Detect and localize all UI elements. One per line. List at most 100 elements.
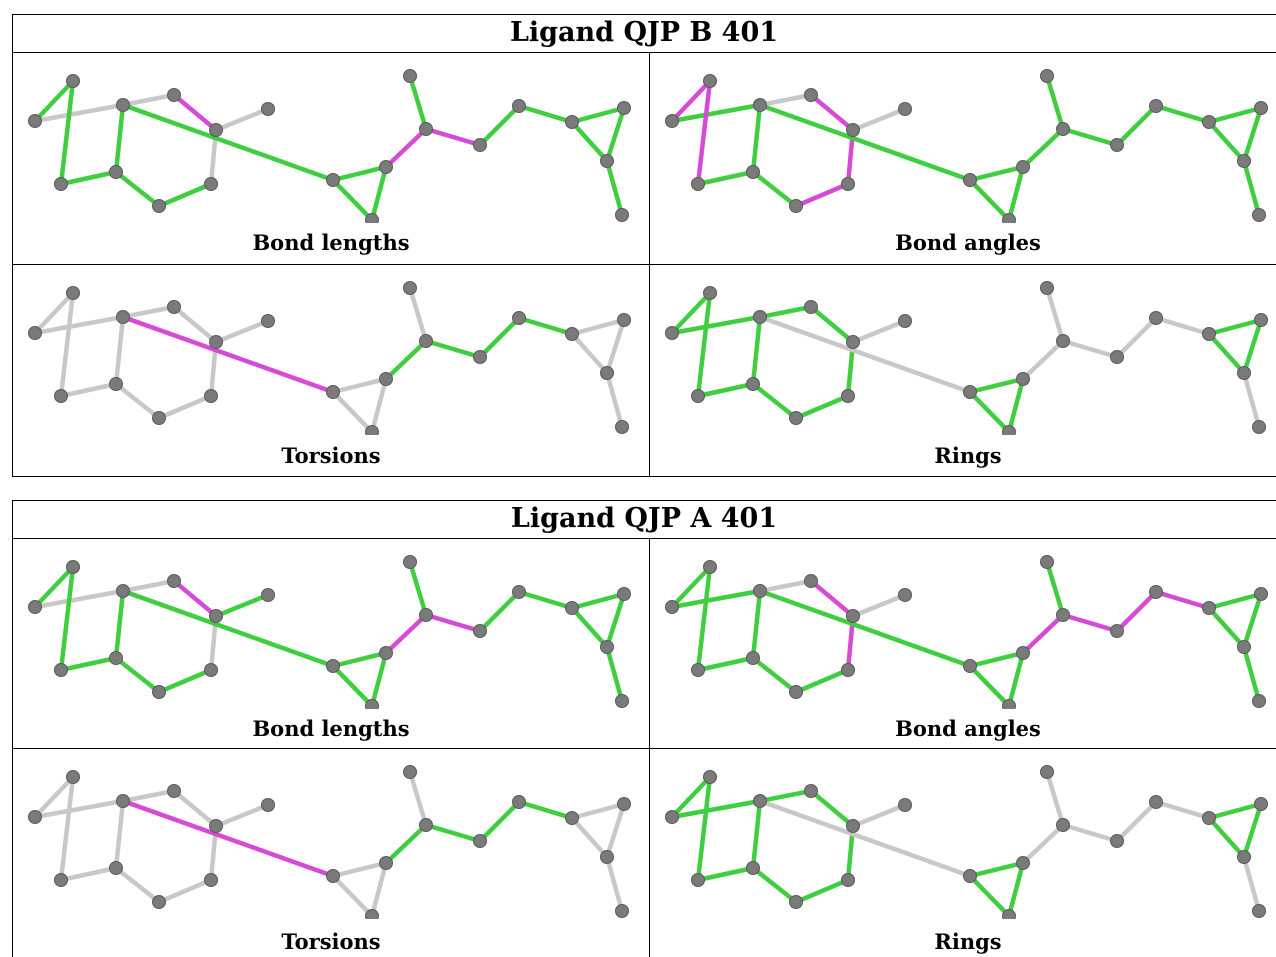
panel-caption: Torsions bbox=[281, 443, 381, 468]
bond-10-12 bbox=[967, 389, 1012, 435]
bond-9-4 bbox=[113, 381, 162, 421]
bond-15-16 bbox=[477, 589, 522, 634]
bond-2-4 bbox=[750, 798, 763, 871]
atom-5 bbox=[167, 574, 181, 588]
atom-9 bbox=[152, 685, 166, 699]
atom-18 bbox=[617, 587, 631, 601]
atom-13 bbox=[419, 334, 433, 348]
atom-10 bbox=[963, 173, 977, 187]
bond-5-6 bbox=[171, 578, 219, 619]
panel-torsions bbox=[13, 749, 649, 919]
atom-19 bbox=[1237, 366, 1251, 380]
title-divider bbox=[12, 52, 1276, 53]
atom-6 bbox=[846, 819, 860, 833]
atom-20 bbox=[615, 904, 629, 918]
bond-2-5 bbox=[120, 788, 177, 804]
bond-10-11 bbox=[967, 376, 1026, 395]
bond-5-6 bbox=[808, 578, 856, 619]
atom-1 bbox=[28, 810, 42, 824]
atom-6 bbox=[209, 819, 223, 833]
bond-11-13 bbox=[1020, 822, 1066, 866]
bond-6-7 bbox=[213, 318, 271, 345]
atom-8 bbox=[204, 873, 218, 887]
bond-1-2 bbox=[32, 314, 126, 336]
bond-6-7 bbox=[850, 802, 908, 829]
atom-6 bbox=[846, 335, 860, 349]
block-title: Ligand QJP A 401 bbox=[510, 503, 778, 534]
atom-8 bbox=[204, 389, 218, 403]
atom-19 bbox=[600, 154, 614, 168]
bond-15-16 bbox=[477, 799, 522, 844]
bond-13-14 bbox=[1044, 769, 1066, 828]
bond-18-19 bbox=[1241, 591, 1264, 650]
atom-14 bbox=[403, 765, 417, 779]
atom-20 bbox=[1252, 694, 1266, 708]
atom-15 bbox=[1110, 834, 1124, 848]
atom-3 bbox=[691, 177, 705, 191]
molecule-diagram bbox=[28, 555, 631, 709]
bond-6-7 bbox=[850, 106, 908, 133]
bond-0-1 bbox=[32, 290, 76, 336]
bond-2-10 bbox=[120, 588, 336, 669]
bond-11-13 bbox=[383, 126, 429, 170]
bond-4-3 bbox=[695, 169, 756, 187]
atom-15 bbox=[1110, 350, 1124, 364]
bond-2-5 bbox=[757, 578, 814, 594]
bond-17-19 bbox=[1206, 331, 1247, 376]
bond-11-13 bbox=[1020, 338, 1066, 382]
bond-19-20 bbox=[1241, 158, 1262, 218]
bond-10-12 bbox=[967, 663, 1012, 709]
atom-18 bbox=[1254, 101, 1268, 115]
bond-10-12 bbox=[967, 177, 1012, 223]
atom-17 bbox=[1202, 811, 1216, 825]
atom-9 bbox=[789, 199, 803, 213]
bond-10-11 bbox=[330, 860, 389, 879]
atom-7 bbox=[261, 798, 275, 812]
panel-caption: Rings bbox=[934, 443, 1002, 468]
bond-17-18 bbox=[569, 317, 627, 337]
bond-1-2 bbox=[669, 102, 763, 124]
bond-1-2 bbox=[32, 798, 126, 820]
bond-5-6 bbox=[171, 304, 219, 345]
bond-9-4 bbox=[750, 169, 799, 209]
atom-0 bbox=[703, 770, 717, 784]
bond-3-0 bbox=[695, 290, 713, 399]
atom-6 bbox=[209, 335, 223, 349]
panel-rings bbox=[650, 265, 1276, 435]
atom-17 bbox=[1202, 601, 1216, 615]
bond-2-10 bbox=[120, 798, 336, 879]
bond-4-3 bbox=[58, 381, 119, 399]
bond-15-16 bbox=[1114, 589, 1159, 634]
bond-3-0 bbox=[58, 78, 76, 187]
bond-13-15 bbox=[423, 822, 483, 844]
atom-10 bbox=[326, 659, 340, 673]
panel-caption: Bond angles bbox=[895, 716, 1041, 741]
bond-17-19 bbox=[569, 119, 610, 164]
atom-15 bbox=[473, 350, 487, 364]
atom-10 bbox=[326, 173, 340, 187]
bond-10-12 bbox=[330, 389, 375, 435]
bond-8-9 bbox=[793, 393, 851, 421]
atom-4 bbox=[109, 651, 123, 665]
atom-9 bbox=[789, 685, 803, 699]
atom-17 bbox=[565, 115, 579, 129]
bond-15-16 bbox=[477, 315, 522, 360]
ligand-block-2: Ligand QJP A 401 Bond lengths Bond angle… bbox=[12, 500, 1276, 957]
atom-9 bbox=[152, 199, 166, 213]
atom-4 bbox=[746, 651, 760, 665]
bond-19-20 bbox=[1241, 854, 1262, 914]
bond-9-4 bbox=[750, 381, 799, 421]
bond-11-13 bbox=[383, 822, 429, 866]
bond-8-9 bbox=[156, 667, 214, 695]
bond-17-19 bbox=[1206, 605, 1247, 650]
atom-11 bbox=[379, 372, 393, 386]
atom-16 bbox=[512, 795, 526, 809]
atom-19 bbox=[1237, 154, 1251, 168]
bond-16-17 bbox=[516, 589, 575, 611]
atom-5 bbox=[167, 784, 181, 798]
atom-2 bbox=[753, 310, 767, 324]
bond-2-4 bbox=[113, 798, 126, 871]
atom-12 bbox=[365, 213, 379, 223]
bond-10-11 bbox=[330, 164, 389, 183]
row-divider bbox=[12, 264, 1276, 265]
